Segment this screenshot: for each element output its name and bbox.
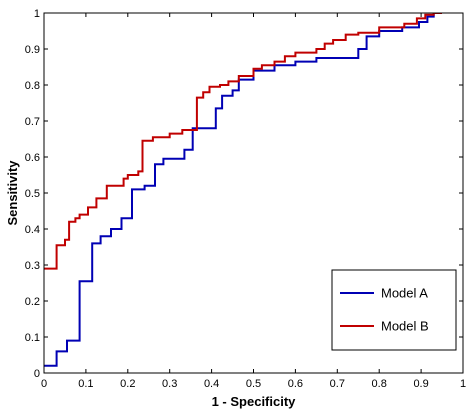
ticks-layer: 0 0.1 0.2 0.3 0.4 0.5 0.6 0.7 0.8 0.9 1 0 0.1 0.2 0.3 0… <box>25 8 466 390</box>
x-tick-label: 0.3 <box>162 378 177 390</box>
x-tick-label: 0 <box>41 378 47 390</box>
y-tick-label: 0.2 <box>25 296 40 308</box>
y-tick-label: 0.7 <box>25 116 40 128</box>
x-tick-label: 0.1 <box>78 378 93 390</box>
x-tick-label: 0.7 <box>330 378 345 390</box>
x-tick-label: 0.4 <box>204 378 219 390</box>
legend: Model A Model B <box>331 269 457 351</box>
legend-label-model-a: Model A <box>381 286 428 301</box>
legend-label-model-b: Model B <box>381 319 429 334</box>
y-tick-label: 0.6 <box>25 152 40 164</box>
y-tick-label: 0.8 <box>25 80 40 92</box>
y-tick-label: 0.4 <box>25 224 40 236</box>
x-tick-label: 0.8 <box>372 378 387 390</box>
y-tick-label: 0.3 <box>25 260 40 272</box>
series-line-model-b <box>44 13 442 270</box>
x-tick-label: 0.5 <box>246 378 261 390</box>
legend-box <box>331 269 457 351</box>
y-tick-label: 0.9 <box>25 44 40 56</box>
x-tick-label: 0.6 <box>288 378 303 390</box>
x-tick-label: 1 <box>460 378 466 390</box>
y-axis-label: Sensitivity <box>5 160 20 226</box>
series-layer <box>44 13 442 367</box>
x-axis-label: 1 - Specificity <box>212 394 297 409</box>
x-tick-label: 0.9 <box>413 378 428 390</box>
y-tick-label: 0.1 <box>25 332 40 344</box>
x-tick-label: 0.2 <box>120 378 135 390</box>
y-tick-label: 0 <box>34 368 40 380</box>
y-tick-label: 1 <box>34 8 40 20</box>
y-tick-label: 0.5 <box>25 188 40 200</box>
